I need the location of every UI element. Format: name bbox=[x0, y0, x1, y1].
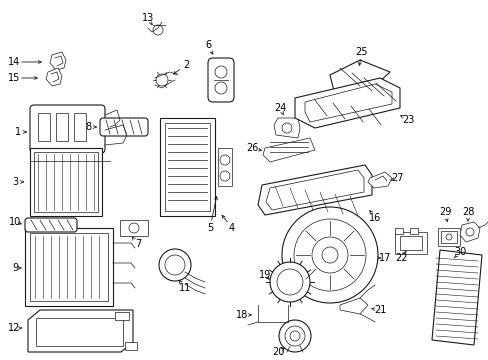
Bar bbox=[394, 228, 402, 234]
Polygon shape bbox=[28, 310, 133, 352]
Bar bbox=[437, 228, 459, 246]
Polygon shape bbox=[329, 60, 389, 95]
Circle shape bbox=[279, 320, 310, 352]
Bar bbox=[399, 236, 421, 250]
Text: 15: 15 bbox=[8, 73, 20, 83]
Bar bbox=[160, 118, 215, 216]
Polygon shape bbox=[46, 68, 62, 86]
Text: 16: 16 bbox=[368, 213, 380, 223]
Text: 6: 6 bbox=[204, 40, 211, 50]
Text: 21: 21 bbox=[373, 305, 386, 315]
Circle shape bbox=[215, 66, 226, 78]
Circle shape bbox=[156, 74, 168, 86]
Circle shape bbox=[289, 331, 299, 341]
Circle shape bbox=[282, 123, 291, 133]
Polygon shape bbox=[459, 222, 479, 242]
Circle shape bbox=[465, 228, 473, 236]
Circle shape bbox=[220, 155, 229, 165]
Text: 12: 12 bbox=[8, 323, 20, 333]
Polygon shape bbox=[273, 118, 299, 138]
Text: 19: 19 bbox=[258, 270, 270, 280]
Text: 25: 25 bbox=[355, 47, 367, 57]
Text: 27: 27 bbox=[391, 173, 404, 183]
Circle shape bbox=[215, 82, 226, 94]
Text: 4: 4 bbox=[228, 223, 235, 233]
Circle shape bbox=[311, 237, 347, 273]
Bar bbox=[74, 113, 86, 141]
Circle shape bbox=[164, 255, 184, 275]
Polygon shape bbox=[50, 52, 66, 70]
Bar bbox=[115, 312, 129, 320]
Text: 18: 18 bbox=[235, 310, 247, 320]
FancyBboxPatch shape bbox=[207, 58, 234, 102]
Bar bbox=[394, 232, 426, 254]
Text: 14: 14 bbox=[8, 57, 20, 67]
Bar bbox=[409, 228, 417, 234]
Circle shape bbox=[321, 247, 337, 263]
Text: 28: 28 bbox=[461, 207, 473, 217]
Text: 9: 9 bbox=[12, 263, 18, 273]
Bar bbox=[38, 113, 50, 141]
Bar bbox=[56, 113, 68, 141]
Text: 20: 20 bbox=[271, 347, 284, 357]
Circle shape bbox=[153, 25, 163, 35]
Text: 7: 7 bbox=[135, 239, 141, 249]
Bar bbox=[125, 342, 137, 350]
Circle shape bbox=[285, 326, 305, 346]
Text: 2: 2 bbox=[183, 60, 189, 70]
Circle shape bbox=[282, 207, 377, 303]
Circle shape bbox=[159, 249, 191, 281]
Text: 22: 22 bbox=[395, 253, 407, 263]
FancyBboxPatch shape bbox=[100, 118, 148, 136]
FancyBboxPatch shape bbox=[25, 218, 77, 232]
Text: 3: 3 bbox=[12, 177, 18, 187]
Text: 11: 11 bbox=[179, 283, 191, 293]
Bar bbox=[164, 123, 209, 211]
Text: 30: 30 bbox=[453, 247, 465, 257]
Bar bbox=[440, 231, 456, 243]
Polygon shape bbox=[305, 84, 391, 122]
Polygon shape bbox=[367, 172, 391, 188]
Polygon shape bbox=[339, 298, 367, 314]
Bar bbox=[120, 220, 148, 236]
Bar bbox=[218, 148, 231, 186]
Text: 17: 17 bbox=[378, 253, 390, 263]
Circle shape bbox=[276, 269, 303, 295]
Text: 24: 24 bbox=[273, 103, 285, 113]
Text: 10: 10 bbox=[9, 217, 21, 227]
Circle shape bbox=[129, 223, 139, 233]
Text: 29: 29 bbox=[438, 207, 450, 217]
Bar bbox=[34, 152, 98, 212]
Circle shape bbox=[220, 171, 229, 181]
FancyBboxPatch shape bbox=[30, 105, 105, 153]
Circle shape bbox=[293, 219, 365, 291]
Bar bbox=[30, 233, 108, 301]
Circle shape bbox=[445, 234, 451, 240]
Bar bbox=[36, 318, 123, 346]
Bar bbox=[25, 228, 113, 306]
Text: 23: 23 bbox=[401, 115, 413, 125]
Polygon shape bbox=[265, 170, 363, 210]
Text: 5: 5 bbox=[206, 223, 213, 233]
Text: 8: 8 bbox=[85, 122, 91, 132]
Text: 26: 26 bbox=[245, 143, 258, 153]
Polygon shape bbox=[263, 138, 314, 162]
Polygon shape bbox=[258, 165, 371, 215]
Polygon shape bbox=[294, 78, 399, 128]
Circle shape bbox=[269, 262, 309, 302]
Polygon shape bbox=[431, 250, 481, 345]
Text: 1: 1 bbox=[15, 127, 21, 137]
Bar bbox=[30, 148, 102, 216]
Text: 13: 13 bbox=[142, 13, 154, 23]
